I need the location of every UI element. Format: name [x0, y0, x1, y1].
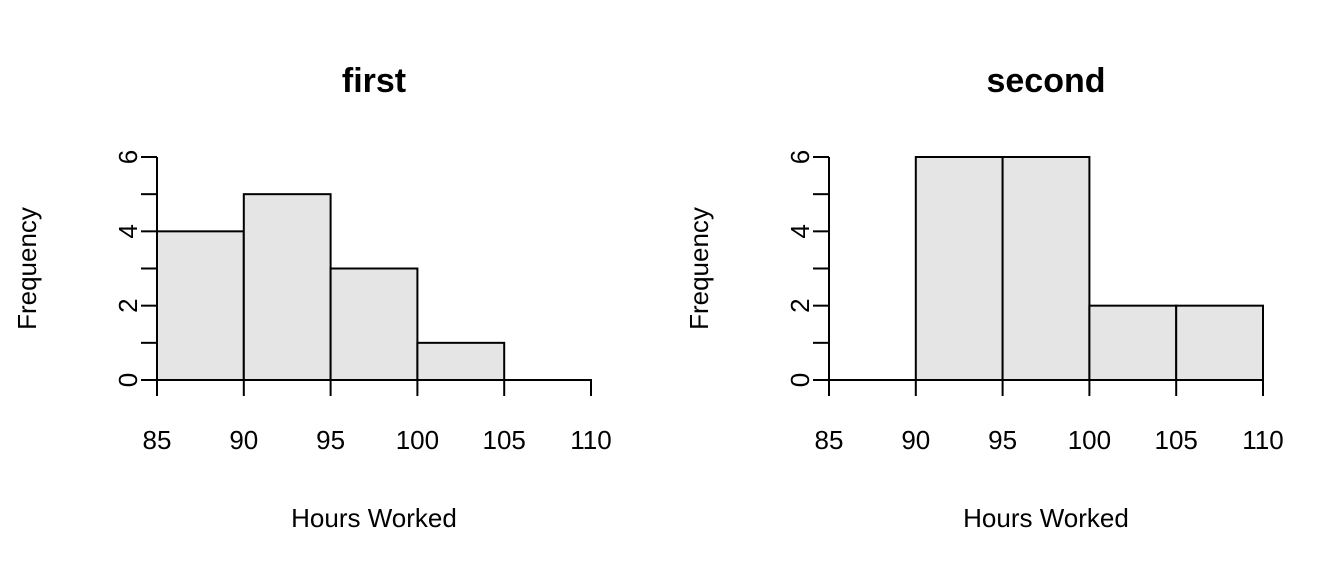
x-tick-label: 90	[229, 425, 258, 455]
x-tick-label: 100	[396, 425, 439, 455]
x-tick-label: 100	[1068, 425, 1111, 455]
y-tick-label: 0	[785, 373, 815, 387]
y-tick-label: 6	[113, 150, 143, 164]
y-axis-label: Frequency	[684, 207, 714, 330]
y-tick-label: 4	[785, 224, 815, 238]
chart-title: first	[342, 62, 406, 100]
histogram-panel-first: first 85 90 95 100 105 110 0 2 4 6 Hours Worked Freq…	[12, 62, 612, 533]
histogram-panel-second: second 85 90 95 100 105 110 0 2 4 6 Hours Worked Fre…	[684, 62, 1284, 533]
y-tick-label: 6	[785, 150, 815, 164]
y-tick-label: 2	[785, 298, 815, 312]
histogram-bar	[1175, 304, 1264, 381]
histogram-bar	[1088, 304, 1178, 381]
histogram-bar	[1001, 156, 1091, 381]
x-tick-label: 105	[483, 425, 526, 455]
x-tick-label: 110	[1242, 425, 1283, 455]
histogram-bar	[156, 230, 245, 381]
x-tick-label: 85	[143, 425, 172, 455]
x-tick-label: 95	[988, 425, 1017, 455]
x-tick-label: 110	[570, 425, 611, 455]
x-axis-label: Hours Worked	[963, 503, 1129, 533]
histogram-bar	[914, 156, 1004, 381]
x-tick-label: 85	[815, 425, 844, 455]
chart-title: second	[986, 62, 1105, 100]
y-tick-label: 4	[113, 224, 143, 238]
histogram-bar	[329, 267, 419, 381]
x-tick-label: 90	[901, 425, 930, 455]
y-axis-label: Frequency	[12, 207, 42, 330]
x-tick-label: 95	[316, 425, 345, 455]
y-tick-label: 2	[113, 298, 143, 312]
y-tick-label: 0	[113, 373, 143, 387]
x-axis-label: Hours Worked	[291, 503, 457, 533]
x-tick-label: 105	[1155, 425, 1198, 455]
histogram-bar	[416, 341, 506, 382]
histogram-bar	[242, 193, 332, 381]
